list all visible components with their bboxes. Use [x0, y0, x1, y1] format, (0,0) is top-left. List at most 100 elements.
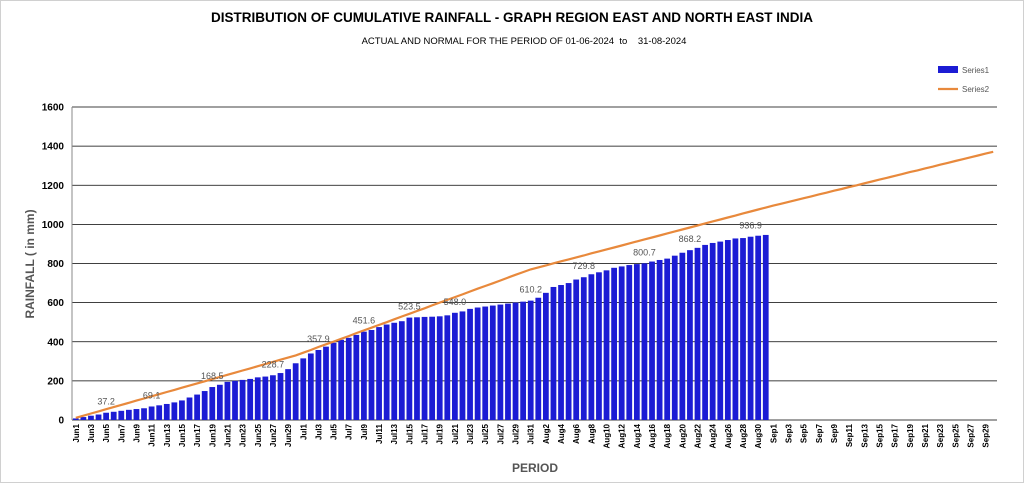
bar — [133, 409, 140, 420]
x-tick-label: Sep9 — [830, 423, 839, 443]
bar — [80, 417, 87, 420]
x-tick-label: Sep29 — [982, 423, 991, 447]
bar — [580, 277, 587, 420]
y-tick-label: 1200 — [42, 181, 65, 192]
bar — [232, 380, 238, 420]
data-label: 451.6 — [353, 316, 376, 326]
bar — [300, 358, 307, 420]
x-tick-label: Jun27 — [269, 423, 278, 447]
bar — [95, 414, 102, 420]
x-tick-label: Jul23 — [466, 423, 475, 444]
x-tick-label: Jun15 — [178, 423, 187, 447]
bar — [361, 331, 367, 420]
chart-subtitle: ACTUAL AND NORMAL FOR THE PERIOD OF 01-0… — [362, 36, 687, 47]
bar — [542, 292, 549, 420]
bar — [611, 267, 617, 420]
data-label: 729.8 — [573, 261, 596, 271]
x-tick-label: Sep1 — [769, 423, 778, 443]
x-tick-label: Sep27 — [966, 423, 975, 447]
bar — [512, 302, 519, 420]
bar — [467, 308, 473, 420]
bar — [292, 363, 299, 420]
data-label: 868.2 — [679, 234, 702, 244]
bar — [179, 400, 185, 420]
bar — [247, 378, 254, 420]
legend-swatch — [938, 66, 958, 73]
y-tick-label: 600 — [47, 298, 64, 309]
bar — [724, 240, 731, 420]
y-tick-label: 200 — [47, 376, 64, 387]
bar — [740, 238, 746, 420]
x-tick-label: Jul9 — [360, 423, 369, 440]
bar — [201, 391, 208, 420]
data-label: 610.2 — [519, 285, 542, 295]
chart-title: DISTRIBUTION OF CUMULATIVE RAINFALL - GR… — [211, 10, 813, 25]
bar — [588, 274, 595, 420]
x-tick-label: Aug20 — [678, 423, 687, 448]
bar — [618, 266, 625, 420]
bar — [649, 261, 655, 420]
bar — [717, 241, 724, 420]
x-tick-label: Sep25 — [951, 423, 960, 447]
bar — [558, 285, 564, 420]
x-tick-label: Sep21 — [921, 423, 930, 447]
x-tick-label: Aug6 — [572, 423, 581, 444]
bar — [323, 346, 329, 420]
bar — [565, 283, 572, 420]
bar — [163, 403, 170, 420]
bar — [383, 324, 390, 420]
x-tick-label: Jun25 — [254, 423, 263, 447]
y-tick-label: 0 — [58, 416, 64, 427]
data-label: 37.2 — [97, 397, 115, 407]
x-tick-label: Jul29 — [512, 423, 521, 444]
legend-label: Series2 — [962, 85, 990, 94]
bar — [535, 297, 542, 420]
x-tick-label: Jul3 — [314, 423, 323, 440]
x-tick-label: Aug14 — [633, 423, 642, 448]
x-tick-label: Jun13 — [163, 423, 172, 447]
bar — [489, 305, 496, 420]
bar — [633, 264, 640, 420]
y-tick-label: 1000 — [42, 220, 65, 231]
bar — [505, 303, 511, 420]
y-tick-label: 400 — [47, 337, 64, 348]
x-tick-label: Jul27 — [496, 423, 505, 444]
bar — [353, 334, 360, 420]
data-label: 548.0 — [444, 297, 467, 307]
legend-label: Series1 — [962, 66, 990, 75]
bar — [414, 317, 420, 420]
x-tick-label: Jun9 — [132, 423, 141, 442]
bar — [88, 415, 94, 420]
x-tick-label: Aug12 — [618, 423, 627, 448]
data-label: 800.7 — [633, 247, 656, 257]
y-tick-label: 1400 — [42, 142, 65, 153]
x-tick-label: Aug2 — [542, 423, 551, 444]
bar — [262, 376, 269, 420]
data-label: 523.5 — [398, 302, 421, 312]
x-tick-label: Jul21 — [451, 423, 460, 444]
x-tick-label: Jun21 — [223, 423, 232, 447]
data-label: 168.5 — [201, 371, 224, 381]
bar — [391, 322, 398, 420]
bar — [573, 279, 580, 420]
x-tick-label: Aug8 — [587, 423, 596, 444]
x-tick-label: Jun1 — [72, 423, 81, 442]
bar — [72, 418, 79, 420]
bar — [436, 316, 443, 420]
bar — [148, 406, 155, 420]
x-tick-label: Aug10 — [603, 423, 612, 448]
bar — [709, 242, 716, 420]
y-tick-label: 800 — [47, 259, 64, 270]
x-tick-label: Jul15 — [405, 423, 414, 444]
x-tick-label: Jul7 — [345, 423, 354, 440]
data-label: 357.9 — [307, 334, 330, 344]
x-tick-label: Aug16 — [648, 423, 657, 448]
x-tick-label: Aug22 — [694, 423, 703, 448]
x-tick-label: Aug18 — [663, 423, 672, 448]
x-tick-label: Jun7 — [117, 423, 126, 442]
x-tick-label: Jul11 — [375, 423, 384, 444]
bar — [694, 247, 701, 420]
x-tick-label: Jun17 — [193, 423, 202, 447]
x-tick-label: Jul31 — [527, 423, 536, 444]
